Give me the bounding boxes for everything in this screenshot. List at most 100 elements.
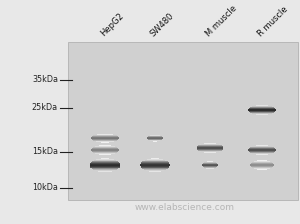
Bar: [250, 164, 274, 165]
Bar: [90, 163, 120, 164]
Text: 10kDa: 10kDa: [32, 183, 58, 192]
Bar: [153, 141, 157, 142]
Bar: [249, 108, 275, 109]
Text: www.elabscience.com: www.elabscience.com: [135, 202, 235, 211]
Bar: [248, 150, 276, 151]
Bar: [198, 150, 222, 151]
Bar: [93, 147, 117, 148]
Bar: [90, 164, 120, 165]
Bar: [147, 138, 163, 139]
Bar: [101, 145, 109, 146]
Bar: [248, 109, 276, 110]
Bar: [250, 147, 274, 148]
Bar: [258, 145, 266, 146]
Bar: [208, 161, 212, 162]
Bar: [248, 110, 276, 111]
Bar: [149, 140, 161, 141]
Bar: [203, 163, 217, 164]
Bar: [202, 165, 218, 166]
Bar: [197, 149, 223, 150]
Bar: [140, 166, 169, 167]
Bar: [91, 137, 119, 138]
Bar: [97, 159, 113, 160]
Bar: [95, 146, 115, 147]
Bar: [207, 143, 213, 144]
Bar: [148, 171, 161, 172]
Bar: [197, 146, 223, 147]
Bar: [252, 153, 272, 154]
Bar: [249, 148, 275, 149]
Bar: [255, 169, 268, 170]
Bar: [250, 165, 274, 166]
Bar: [151, 158, 159, 159]
Bar: [252, 146, 272, 147]
Bar: [254, 154, 270, 155]
Bar: [92, 136, 118, 137]
Bar: [204, 162, 216, 163]
Text: M muscle: M muscle: [204, 3, 238, 38]
Bar: [140, 165, 170, 166]
Bar: [250, 112, 274, 113]
Bar: [250, 107, 274, 108]
Bar: [148, 136, 162, 137]
Bar: [252, 106, 272, 107]
Bar: [140, 164, 169, 165]
Text: HepG2: HepG2: [99, 11, 125, 38]
Bar: [68, 42, 298, 200]
Bar: [141, 163, 169, 164]
Bar: [91, 138, 119, 139]
Bar: [98, 171, 112, 172]
Bar: [256, 114, 268, 115]
Text: R muscle: R muscle: [256, 4, 289, 38]
Bar: [94, 135, 116, 136]
Bar: [249, 151, 275, 152]
Bar: [94, 160, 116, 161]
Bar: [93, 169, 117, 170]
Bar: [101, 158, 109, 159]
Bar: [144, 169, 166, 170]
Bar: [145, 160, 166, 161]
Bar: [200, 144, 220, 145]
Bar: [141, 162, 169, 163]
Text: 15kDa: 15kDa: [32, 147, 58, 157]
Bar: [92, 152, 118, 153]
Bar: [251, 167, 273, 168]
Bar: [91, 150, 119, 151]
Bar: [248, 149, 276, 150]
Bar: [92, 139, 118, 140]
Bar: [92, 161, 118, 162]
Bar: [146, 170, 164, 171]
Bar: [92, 168, 118, 169]
Bar: [95, 153, 115, 154]
Bar: [204, 167, 216, 168]
Bar: [143, 161, 167, 162]
Bar: [95, 170, 115, 171]
Bar: [101, 142, 109, 143]
Bar: [147, 137, 163, 138]
Bar: [97, 134, 113, 135]
Bar: [252, 162, 272, 163]
Bar: [141, 167, 169, 168]
Bar: [90, 166, 120, 167]
Bar: [197, 147, 223, 148]
Bar: [96, 141, 114, 142]
Bar: [97, 154, 113, 155]
Bar: [203, 166, 217, 167]
Bar: [202, 164, 217, 165]
Bar: [147, 159, 163, 160]
Bar: [197, 148, 223, 149]
Bar: [259, 160, 265, 161]
Bar: [251, 113, 273, 114]
Bar: [258, 105, 266, 106]
Text: 25kDa: 25kDa: [32, 103, 58, 112]
Bar: [92, 151, 118, 152]
Bar: [251, 163, 273, 164]
Bar: [254, 168, 271, 169]
Bar: [250, 166, 273, 167]
Bar: [199, 145, 221, 146]
Bar: [200, 151, 220, 152]
Bar: [142, 168, 168, 169]
Bar: [91, 149, 119, 150]
Text: SW480: SW480: [148, 11, 176, 38]
Bar: [92, 148, 118, 149]
